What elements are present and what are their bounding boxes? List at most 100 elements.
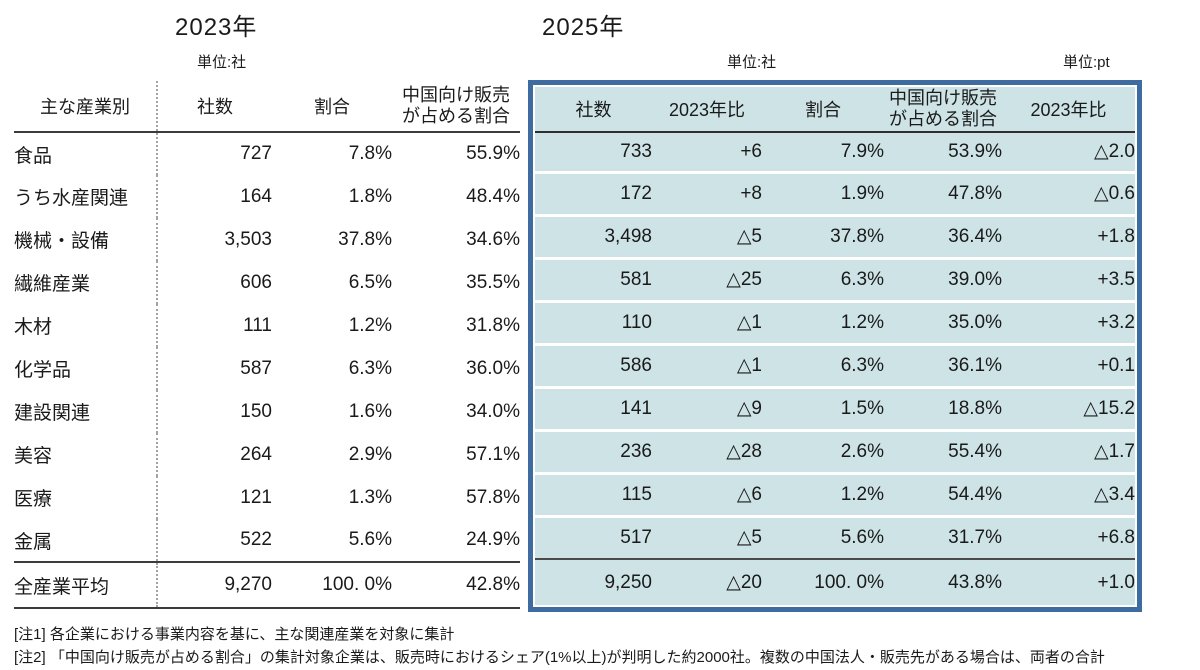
table-cell: 木材 <box>14 304 158 347</box>
table-cell: 47.8% <box>884 172 1002 215</box>
table-cell: 31.7% <box>884 516 1002 559</box>
col-header-count-2023: 社数 <box>197 97 233 117</box>
table-cell: +6.8 <box>1002 516 1135 559</box>
col-header-vs2023-pt: 2023年比 <box>1002 87 1135 132</box>
table-cell: 6.3% <box>762 344 884 387</box>
table-cell: 48.4% <box>466 185 520 207</box>
table-cell: 1.9% <box>762 172 884 215</box>
table-row: 581 △25 6.3% 39.0% +3.5 <box>535 258 1135 301</box>
table-cell: 1.2% <box>348 314 392 336</box>
table-cell: 建設関連 <box>14 390 158 433</box>
table-row: 金属 522 5.6% 24.9% <box>14 519 520 562</box>
total-row-2023: 全産業平均 9,270 100. 0% 42.8% <box>14 562 520 608</box>
table-cell: 7.9% <box>762 132 884 172</box>
table-row: 美容 264 2.9% 57.1% <box>14 433 520 476</box>
table-cell: 727 <box>240 143 272 164</box>
table-cell: △1 <box>652 344 762 387</box>
table-cell: 37.8% <box>338 228 392 250</box>
table-cell: 39.0% <box>884 258 1002 301</box>
table-row: 115 △6 1.2% 54.4% △3.4 <box>535 473 1135 516</box>
col-header-count-2025: 社数 <box>535 87 652 132</box>
table-row: 236 △28 2.6% 55.4% △1.7 <box>535 430 1135 473</box>
table-cell: 9,250 <box>535 559 652 605</box>
table-cell: 5.6% <box>348 529 392 550</box>
table-cell: 6.5% <box>348 271 392 293</box>
table-cell: うち水産関連 <box>14 175 158 218</box>
col-header-share-2025: 割合 <box>762 87 884 132</box>
table-cell: +1.8 <box>1002 215 1135 258</box>
table-cell: 1.6% <box>348 400 392 422</box>
table-row: 172 +8 1.9% 47.8% △0.6 <box>535 172 1135 215</box>
table-cell: +1.0 <box>1002 559 1135 605</box>
table-2023: 主な産業別 社数 割合 中国向け販売 が占める割合 食品 727 7.8% 55.9%… <box>14 81 520 609</box>
table-cell: 35.5% <box>466 271 520 293</box>
table-cell: 111 <box>243 314 272 336</box>
table-cell: 42.8% <box>466 574 520 595</box>
table-cell: △1.7 <box>1002 430 1135 473</box>
table-row: 141 △9 1.5% 18.8% △15.2 <box>535 387 1135 430</box>
table-cell: +0.1 <box>1002 344 1135 387</box>
table-cell: 606 <box>240 271 272 293</box>
note-1: [注1] 各企業における事業内容を基に、主な関連産業を対象に集計 <box>14 626 455 643</box>
table-row: 建設関連 150 1.6% 34.0% <box>14 390 520 433</box>
table-cell: 31.8% <box>466 314 520 336</box>
table-cell: △5 <box>652 516 762 559</box>
table-row: 110 △1 1.2% 35.0% +3.2 <box>535 301 1135 344</box>
table-cell: 264 <box>240 443 272 465</box>
table-cell: 2.6% <box>762 430 884 473</box>
table-cell: 18.8% <box>884 387 1002 430</box>
table-cell: 化学品 <box>14 347 158 390</box>
table-row: 食品 727 7.8% 55.9% <box>14 132 520 175</box>
table-cell: △2.0 <box>1002 132 1135 172</box>
table-cell: 1.2% <box>762 301 884 344</box>
table-cell: 医療 <box>14 476 158 519</box>
table-cell: 24.9% <box>466 529 520 550</box>
table-cell: 1.8% <box>348 185 392 207</box>
table-cell: 5.6% <box>762 516 884 559</box>
table-cell: 36.4% <box>884 215 1002 258</box>
table-cell: 食品 <box>14 132 158 175</box>
table-cell: +6 <box>652 132 762 172</box>
unit-label-companies-2023: 単位:社 <box>197 54 247 71</box>
header-row: 主な産業別 社数 割合 中国向け販売 が占める割合 <box>14 81 520 132</box>
table-row: 733 +6 7.9% 53.9% △2.0 <box>535 132 1135 172</box>
table-cell: 1.3% <box>348 486 392 508</box>
table-cell: 美容 <box>14 433 158 476</box>
note-2: [注2] 「中国向け販売が占める割合」の集計対象企業は、販売時におけるシェア(1… <box>14 649 1105 666</box>
col-header-industry: 主な産業別 <box>14 81 158 132</box>
table-cell: 36.0% <box>466 357 520 379</box>
table-cell: △15.2 <box>1002 387 1135 430</box>
table-cell: △3.4 <box>1002 473 1135 516</box>
table-row: うち水産関連 164 1.8% 48.4% <box>14 175 520 218</box>
table-cell: 100. 0% <box>322 574 392 595</box>
table-cell: 36.1% <box>884 344 1002 387</box>
table-cell: +3.5 <box>1002 258 1135 301</box>
title-2023: 2023年 <box>175 14 258 41</box>
table-cell: 164 <box>240 185 272 207</box>
table-row: 機械・設備 3,503 37.8% 34.6% <box>14 218 520 261</box>
table-cell: △5 <box>652 215 762 258</box>
table-cell: 121 <box>240 486 272 508</box>
table-cell: 141 <box>535 387 652 430</box>
table-cell: 53.9% <box>884 132 1002 172</box>
table-cell: 110 <box>535 301 652 344</box>
table-row: 517 △5 5.6% 31.7% +6.8 <box>535 516 1135 559</box>
table-cell: 55.9% <box>466 143 520 164</box>
table-cell: △1 <box>652 301 762 344</box>
table-cell: 1.2% <box>762 473 884 516</box>
table-cell: 3,503 <box>224 228 272 250</box>
total-row-2025: 9,250 △20 100. 0% 43.8% +1.0 <box>535 559 1135 605</box>
table-row: 繊維産業 606 6.5% 35.5% <box>14 261 520 304</box>
table-cell: 35.0% <box>884 301 1002 344</box>
footnotes: [注1] 各企業における事業内容を基に、主な関連産業を対象に集計 [注2] 「中… <box>14 623 1105 669</box>
table-cell: +8 <box>652 172 762 215</box>
table-cell: 6.3% <box>762 258 884 301</box>
table-cell: 機械・設備 <box>14 218 158 261</box>
table-cell: 172 <box>535 172 652 215</box>
title-2025: 2025年 <box>542 14 625 41</box>
table-cell: 581 <box>535 258 652 301</box>
table-cell: 6.3% <box>348 357 392 379</box>
table-cell: 37.8% <box>762 215 884 258</box>
table-cell: 9,270 <box>224 574 272 595</box>
